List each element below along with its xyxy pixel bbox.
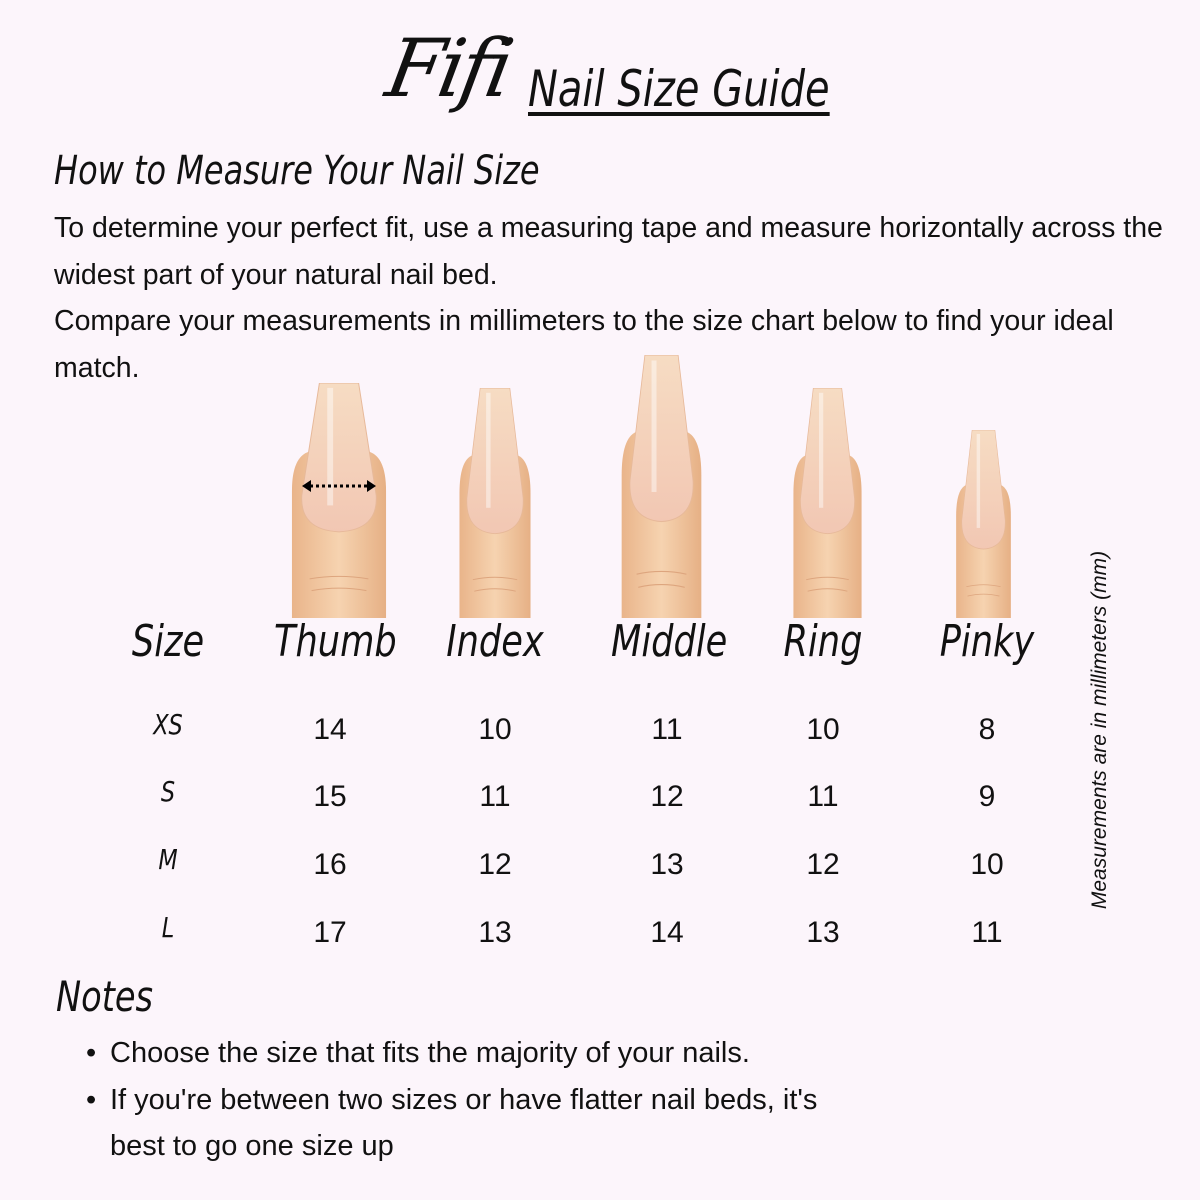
table-cell: 10 — [478, 713, 512, 746]
column-header: Middle — [611, 616, 728, 667]
measure-heading: How to Measure Your Nail Size — [54, 148, 540, 194]
size-label: XS — [153, 708, 183, 741]
table-cell: 11 — [651, 713, 683, 746]
table-cell: 8 — [978, 713, 996, 746]
table-cell: 10 — [806, 713, 840, 746]
brand-logo: Fifi — [379, 22, 517, 115]
table-cell: 15 — [313, 780, 347, 813]
column-header: Size — [131, 616, 205, 667]
table-cell: 9 — [978, 780, 996, 813]
finger-index-icon — [459, 388, 531, 618]
note-item: Choose the size that fits the majority o… — [86, 1030, 886, 1077]
table-cell: 11 — [479, 780, 511, 813]
table-cell: 13 — [650, 848, 684, 881]
column-header: Index — [446, 616, 544, 667]
column-header: Ring — [783, 616, 863, 667]
page-title: Nail Size Guide — [528, 60, 830, 118]
measure-instructions: To determine your perfect fit, use a mea… — [54, 205, 1164, 391]
table-cell: 14 — [313, 713, 347, 746]
note-item: If you're between two sizes or have flat… — [86, 1077, 880, 1170]
size-label: S — [160, 775, 176, 808]
finger-ring-icon — [793, 388, 862, 618]
table-cell: 13 — [478, 916, 512, 949]
size-label: L — [161, 911, 175, 944]
column-header: Thumb — [274, 616, 397, 667]
unit-note: Measurements are in millimeters (mm) — [1088, 550, 1111, 910]
table-cell: 17 — [313, 916, 347, 949]
notes-list: Choose the size that fits the majority o… — [86, 1030, 886, 1170]
finger-middle-icon — [621, 355, 702, 618]
table-cell: 16 — [313, 848, 347, 881]
table-cell: 14 — [650, 916, 684, 949]
instruction-paragraph: To determine your perfect fit, use a mea… — [54, 212, 1163, 291]
table-cell: 10 — [970, 848, 1004, 881]
table-cell: 13 — [806, 916, 840, 949]
table-cell: 12 — [806, 848, 840, 881]
width-arrow-icon — [302, 480, 376, 492]
notes-heading: Notes — [56, 972, 154, 1021]
table-cell: 12 — [650, 780, 684, 813]
finger-pinky-icon — [956, 430, 1011, 618]
table-cell: 11 — [807, 780, 839, 813]
column-header: Pinky — [939, 616, 1035, 667]
table-cell: 12 — [478, 848, 512, 881]
instruction-paragraph: Compare your measurements in millimeters… — [54, 305, 1114, 384]
finger-thumb-icon — [291, 383, 387, 618]
table-cell: 11 — [971, 916, 1003, 949]
size-label: M — [158, 843, 178, 876]
